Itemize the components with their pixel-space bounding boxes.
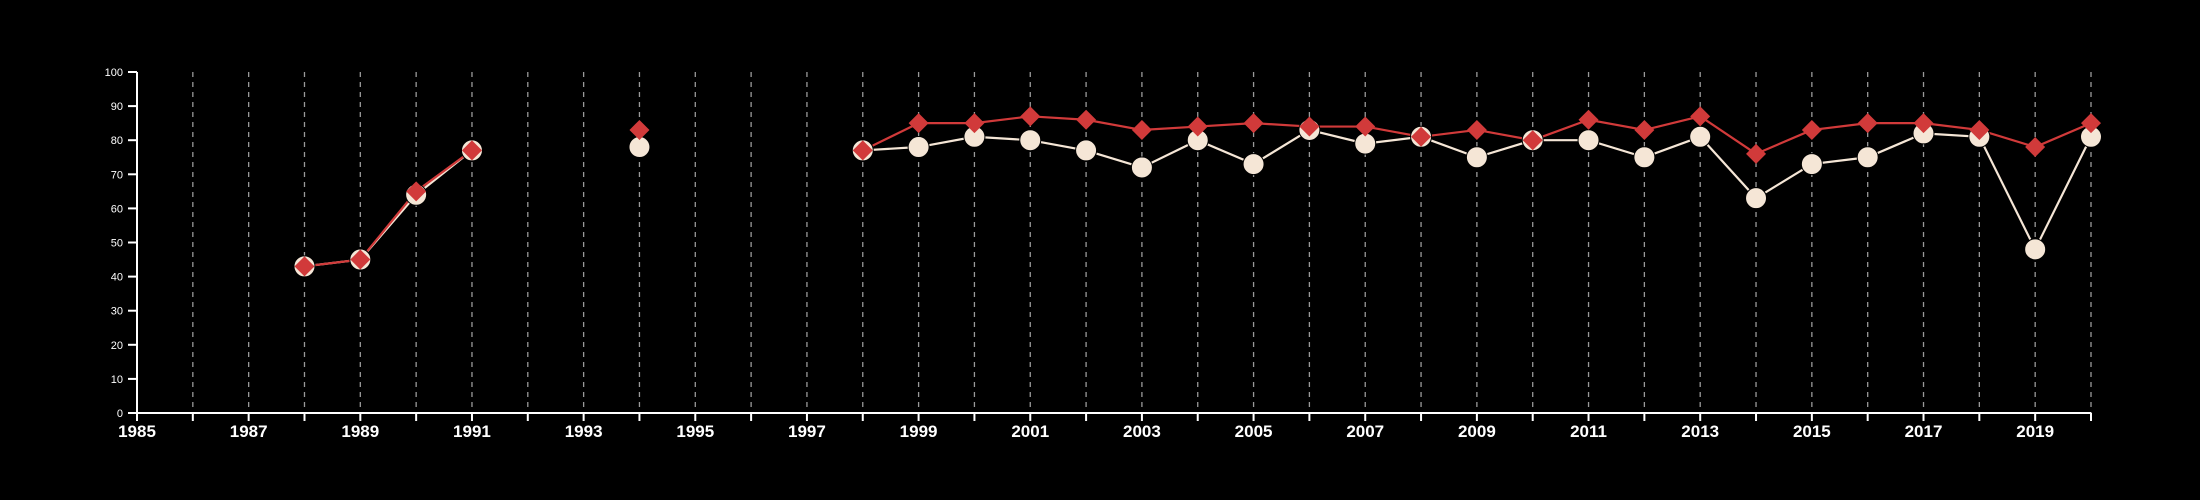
y-tick-label: 70 — [111, 169, 123, 181]
data-point-diamond — [2025, 137, 2046, 158]
data-point-diamond — [1746, 143, 1767, 164]
x-tick-label: 1987 — [230, 422, 268, 441]
data-point-circle — [1689, 125, 1712, 148]
data-point-diamond — [1857, 113, 1878, 134]
data-point-diamond — [1578, 109, 1599, 130]
y-tick-label: 60 — [111, 203, 123, 215]
vertical-grid-lines — [192, 72, 2092, 413]
x-tick-label: 2017 — [1905, 422, 1943, 441]
x-tick-label: 1995 — [676, 422, 714, 441]
y-tick-label: 10 — [111, 374, 123, 386]
data-point-diamond — [1076, 109, 1097, 130]
x-tick-label: 2005 — [1235, 422, 1273, 441]
y-tick-label: 0 — [117, 408, 123, 420]
x-tick-label: 1993 — [565, 422, 603, 441]
data-point-diamond — [964, 113, 985, 134]
data-point-circle — [1856, 146, 1879, 169]
data-point-diamond — [1411, 126, 1432, 147]
x-tick-label: 1989 — [341, 422, 379, 441]
y-tick-label: 20 — [111, 340, 123, 352]
data-point-diamond — [1801, 119, 1822, 140]
data-point-diamond — [908, 113, 929, 134]
data-point-diamond — [1634, 119, 1655, 140]
data-point-circle — [1465, 146, 1488, 169]
data-point-circle — [1745, 187, 1768, 210]
series-line — [304, 149, 473, 268]
data-point-circle — [1577, 129, 1600, 152]
data-point-diamond — [1690, 106, 1711, 127]
x-tick-label: 2013 — [1681, 422, 1719, 441]
x-tick-label: 1999 — [900, 422, 938, 441]
data-point-circle — [907, 136, 930, 159]
data-point-circle — [1633, 146, 1656, 169]
x-tick-label: 2015 — [1793, 422, 1831, 441]
tick-labels: 0 10 20 30 40 50 60 70 80 90 100 1985 1987 1989 1991 19… — [105, 67, 2054, 441]
data-point-diamond — [1187, 116, 1208, 137]
data-point-diamond — [1969, 119, 1990, 140]
data-point-diamond — [852, 140, 873, 161]
data-point-circle — [1242, 153, 1265, 176]
data-point-diamond — [1522, 130, 1543, 151]
x-tick-label: 2019 — [2016, 422, 2054, 441]
data-series — [293, 106, 2102, 278]
data-point-circle — [1075, 139, 1098, 162]
data-point-diamond — [294, 256, 315, 277]
y-tick-label: 100 — [105, 67, 123, 79]
data-point-circle — [2024, 238, 2047, 261]
data-point-circle — [1800, 153, 1823, 176]
x-tick-label: 1997 — [788, 422, 826, 441]
data-point-diamond — [1020, 106, 1041, 127]
data-point-diamond — [1466, 119, 1487, 140]
x-tick-label: 2007 — [1346, 422, 1384, 441]
data-point-diamond — [350, 249, 371, 270]
x-tick-label: 1991 — [453, 422, 491, 441]
x-tick-label: 2003 — [1123, 422, 1161, 441]
data-point-diamond — [406, 181, 427, 202]
data-point-diamond — [629, 119, 650, 140]
data-point-diamond — [1913, 113, 1934, 134]
data-point-diamond — [1131, 119, 1152, 140]
y-tick-label: 80 — [111, 135, 123, 147]
y-tick-label: 30 — [111, 306, 123, 318]
y-tick-label: 50 — [111, 238, 123, 250]
data-point-diamond — [1243, 113, 1264, 134]
data-point-diamond — [1299, 116, 1320, 137]
data-point-circle — [1130, 156, 1153, 179]
y-tick-label: 40 — [111, 272, 123, 284]
data-point-diamond — [1355, 116, 1376, 137]
x-tick-label: 2001 — [1011, 422, 1049, 441]
y-tick-label: 90 — [111, 101, 123, 113]
x-tick-label: 1985 — [118, 422, 156, 441]
data-point-diamond — [461, 140, 482, 161]
data-point-circle — [1019, 129, 1042, 152]
data-point-diamond — [2081, 113, 2101, 134]
x-tick-label: 2009 — [1458, 422, 1496, 441]
x-tick-label: 2011 — [1570, 422, 1607, 441]
axes — [128, 71, 2092, 421]
